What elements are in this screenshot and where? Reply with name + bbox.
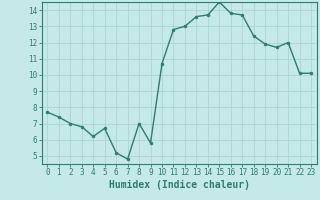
X-axis label: Humidex (Indice chaleur): Humidex (Indice chaleur): [109, 180, 250, 190]
